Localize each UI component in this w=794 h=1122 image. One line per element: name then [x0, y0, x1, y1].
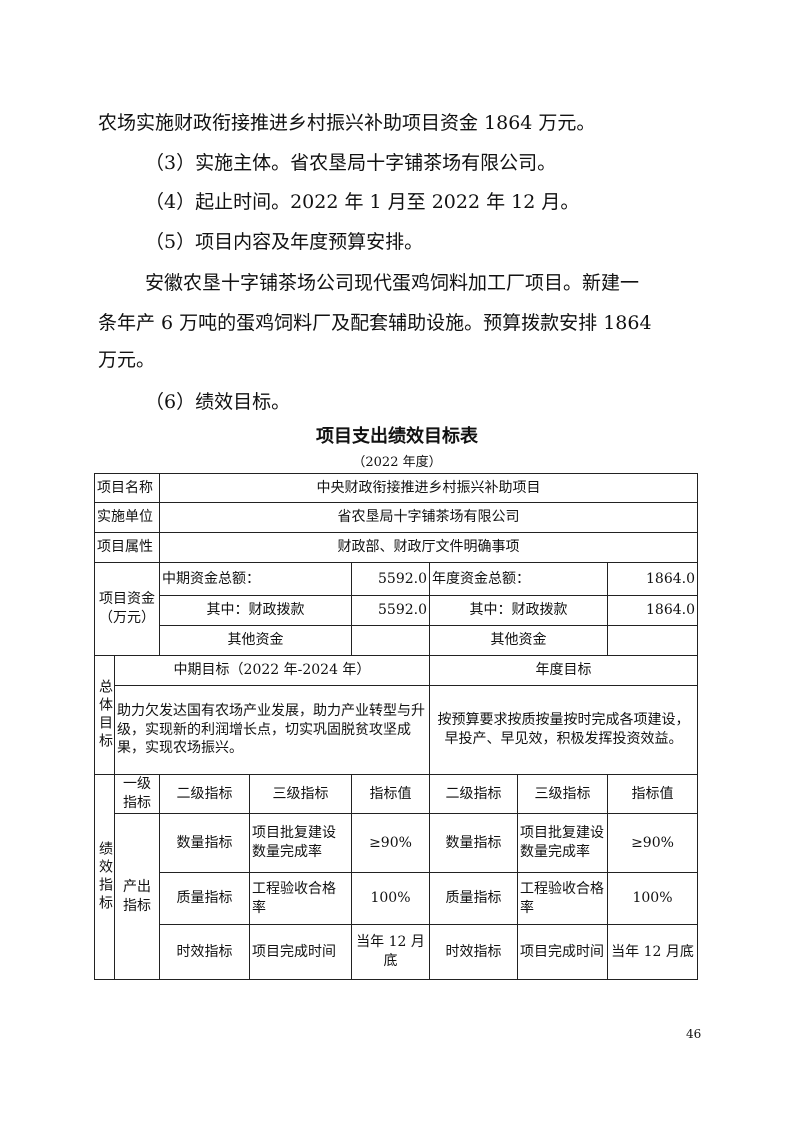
table-title: 项目支出绩效目标表: [316, 426, 478, 447]
table-cell: 其他资金: [159, 625, 352, 656]
table-cell: 二级指标: [159, 774, 250, 814]
table-cell: 其中：财政拨款: [159, 595, 352, 626]
table-cell: 100%: [351, 872, 430, 925]
table-cell: 中央财政衔接推进乡村振兴补助项目: [159, 473, 698, 503]
table-cell: 时效指标: [429, 924, 518, 980]
table-cell: 1864.0: [607, 595, 698, 626]
empty-cell: [607, 625, 698, 656]
table-cell: 项目名称: [94, 473, 160, 503]
table-cell: 质量指标: [429, 872, 518, 925]
body-line: 条年产 6 万吨的蛋鸡饲料厂及配套辅助设施。预算拨款安排 1864: [98, 312, 652, 334]
table-cell: 总体目标: [94, 655, 115, 775]
table-cell: 项目完成时间: [517, 924, 608, 980]
table-cell: 5592.0: [351, 562, 430, 596]
table-cell: 5592.0: [351, 595, 430, 626]
table-cell: 当年 12 月底: [351, 924, 430, 980]
table-cell: 工程验收合格率: [517, 872, 608, 925]
table-cell: 助力欠发达国有农场产业发展，助力产业转型与升级，实现新的利润增长点，切实巩固脱贫…: [114, 685, 430, 775]
table-cell: 中期目标（2022 年-2024 年）: [114, 655, 430, 686]
table-cell: 按预算要求按质按量按时完成各项建设，早投产、早见效，积极发挥投资效益。: [429, 685, 698, 775]
table-subtitle: （2022 年度）: [352, 455, 442, 470]
table-cell: 三级指标: [517, 774, 608, 814]
body-line: 农场实施财政衔接推进乡村振兴补助项目资金 1864 万元。: [98, 112, 596, 134]
table-cell: 年度资金总额：: [429, 562, 608, 596]
table-cell: ≥90%: [351, 813, 430, 873]
table-cell: 一级指标: [114, 774, 160, 814]
body-line: （5）项目内容及年度预算安排。: [145, 231, 424, 253]
table-cell: 财政部、财政厅文件明确事项: [159, 532, 698, 563]
table-cell: 三级指标: [249, 774, 352, 814]
table-cell: 100%: [607, 872, 698, 925]
table-cell: 二级指标: [429, 774, 518, 814]
body-line: （3）实施主体。省农垦局十字铺茶场有限公司。: [145, 152, 557, 174]
table-cell: 产出指标: [114, 813, 160, 980]
table-cell: 1864.0: [607, 562, 698, 596]
table-cell: 当年 12 月底: [607, 924, 698, 980]
table-cell: 指标值: [351, 774, 430, 814]
table-cell: 项目资金（万元）: [94, 562, 160, 656]
table-cell: 项目属性: [94, 532, 160, 563]
table-cell: 质量指标: [159, 872, 250, 925]
table-cell: 项目完成时间: [249, 924, 352, 980]
page-number: 46: [686, 1027, 702, 1041]
table-cell: 项目批复建设数量完成率: [517, 813, 608, 873]
table-cell: 绩效指标: [94, 774, 115, 980]
table-cell: 年度目标: [429, 655, 698, 686]
table-cell: 中期资金总额：: [159, 562, 352, 596]
table-cell: 其他资金: [429, 625, 608, 656]
body-line: （4）起止时间。2022 年 1 月至 2022 年 12 月。: [145, 191, 580, 213]
body-line: 安徽农垦十字铺茶场公司现代蛋鸡饲料加工厂项目。新建一: [145, 272, 640, 294]
table-cell: 数量指标: [159, 813, 250, 873]
table-cell: 工程验收合格率: [249, 872, 352, 925]
table-cell: ≥90%: [607, 813, 698, 873]
table-cell: 实施单位: [94, 502, 160, 533]
table-cell: 其中：财政拨款: [429, 595, 608, 626]
table-cell: 数量指标: [429, 813, 518, 873]
body-line: 万元。: [98, 349, 156, 371]
body-line: （6）绩效目标。: [145, 391, 291, 413]
empty-cell: [351, 625, 430, 656]
table-cell: 省农垦局十字铺茶场有限公司: [159, 502, 698, 533]
table-cell: 项目批复建设数量完成率: [249, 813, 352, 873]
table-cell: 时效指标: [159, 924, 250, 980]
table-cell: 指标值: [607, 774, 698, 814]
